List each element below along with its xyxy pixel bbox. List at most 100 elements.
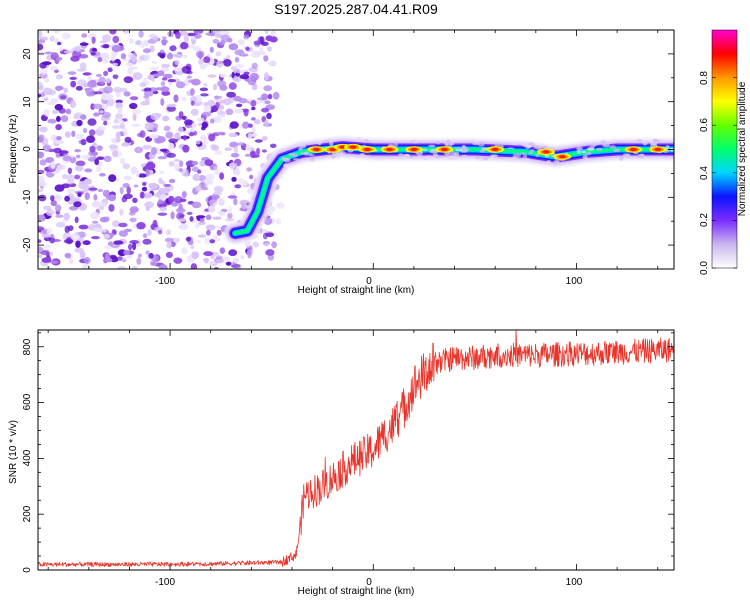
spectrogram-noise-blob [219,172,225,180]
spectrogram-noise-blob [132,197,138,203]
spectrogram-noise-blob [57,41,62,46]
spectrogram-noise-blob [271,241,277,249]
spectrogram-noise-blob [168,195,175,203]
spectrogram-noise-blob [191,78,201,86]
spectrogram-noise-blob [64,195,70,202]
spectrogram-noise-blob [203,56,211,64]
spectrogram-track-speckle [356,137,362,142]
spectrogram-noise-blob [243,179,248,187]
spectrogram-noise-blob [166,229,171,236]
spectrogram-noise-blob [103,86,113,94]
spectrogram-noise-blob [54,103,63,111]
spectrogram-noise-blob [93,112,100,117]
spectrogram-noise-blob [234,184,242,189]
spectrogram-noise-blob [50,161,56,170]
spectrogram-noise-blob [247,132,253,140]
spectrogram-noise-blob [188,131,195,137]
spectrogram-noise-blob [200,186,209,191]
spectrogram-noise-blob [119,208,124,216]
spectrogram-noise-blob [139,130,146,138]
spectrogram-track-speckle [586,147,595,151]
spectrogram-noise-blob [93,194,98,201]
spectrogram-noise-blob [267,61,277,66]
spectrogram-noise-blob [229,141,239,148]
spectrogram-noise-blob [168,160,175,167]
spectrogram-noise-blob [192,46,202,51]
spectrogram-noise-blob [94,158,100,166]
spectrogram-noise-blob [124,136,132,144]
spectrogram-noise-blob [250,100,257,107]
spectrogram-noise-blob [199,134,207,143]
spectrogram-noise-blob [123,91,131,97]
spectrogram-noise-blob [188,240,194,246]
spectrogram-noise-blob [180,41,189,50]
spectrogram-noise-blob [203,105,212,113]
spectrogram-noise-blob [38,189,44,193]
spectrogram-noise-blob [132,242,137,251]
spectrogram-noise-blob [212,144,219,151]
spectrogram-noise-blob [245,144,252,152]
spectrogram-noise-blob [115,113,123,120]
spectrogram-noise-blob [195,50,205,59]
spectrogram-noise-blob [203,83,208,87]
spectrogram-noise-blob [181,191,187,199]
spectrogram-noise-blob [52,109,59,115]
spectrogram-noise-blob [105,253,110,260]
spectrogram-noise-blob [89,79,97,85]
spectrogram-noise-blob [175,53,181,59]
spectrogram-noise-blob [172,133,182,140]
spectrogram-noise-blob [166,105,176,112]
spectrogram-track-speckle [665,145,670,149]
spectrogram-noise-blob [119,157,126,165]
spectrogram-noise-blob [55,85,63,92]
spectrogram-noise-blob [219,84,228,91]
spectrogram-track-speckle [472,142,480,146]
spectrogram-noise-blob [190,263,198,269]
spectrogram-noise-blob [84,168,93,173]
spectrogram-hotspot-red [558,155,566,159]
spectrogram-noise-blob [161,90,171,96]
spectrogram-noise-blob [137,173,148,178]
spectrogram-noise-blob [47,118,57,124]
spectrogram-noise-blob [234,56,240,63]
spectrogram-track-speckle [470,139,476,142]
spectrogram-track-speckle [283,157,291,163]
spectrogram-noise-blob [39,126,48,133]
spectrogram-noise-blob [219,73,227,78]
spectrogram-track-speckle [404,153,410,156]
snr-x-axis-label: Height of straight line (km) [298,586,415,597]
spectrogram-noise-blob [54,139,64,145]
spectrogram-hotspot-red [386,147,394,152]
colorbar-tick-label: 0.0 [699,261,710,275]
spectrogram-noise-blob [111,45,122,53]
spectrogram-noise-blob [86,135,96,143]
spectrogram-noise-blob [228,82,237,90]
spectrogram-ticks [38,29,674,270]
spectrogram-track-speckle [477,157,485,161]
spectrogram-noise-blob [266,46,272,52]
spectrogram-noise-blob [109,30,117,35]
spectrogram-noise-blob [134,146,144,154]
spectrogram-noise-blob [44,51,53,55]
spectrogram-noise-blob [38,151,45,159]
spectrogram-noise-blob [108,174,117,183]
spectrogram-noise-blob [81,33,88,38]
spectrogram-noise-blob [162,36,167,40]
spectrogram-noise-blob [186,211,193,215]
spectrogram-noise-blob [195,185,202,192]
spectrogram-noise-blob [152,219,158,228]
spectrogram-y-tick-label: -20 [22,237,33,252]
spectrogram-noise-blob [204,257,209,264]
spectrogram-noise-blob [138,30,144,38]
spectrogram-noise-blob [117,256,123,261]
spectrogram-noise-blob [157,212,168,216]
spectrogram-noise-blob [251,154,260,158]
spectrogram-noise-blob [159,148,168,152]
spectrogram-noise-blob [105,78,111,84]
spectrogram-noise-blob [38,175,45,184]
spectrogram-noise-blob [265,35,273,42]
spectrogram-noise-blob [219,247,226,255]
spectrogram-noise-blob [93,227,102,233]
spectrogram-noise-blob [160,194,167,201]
